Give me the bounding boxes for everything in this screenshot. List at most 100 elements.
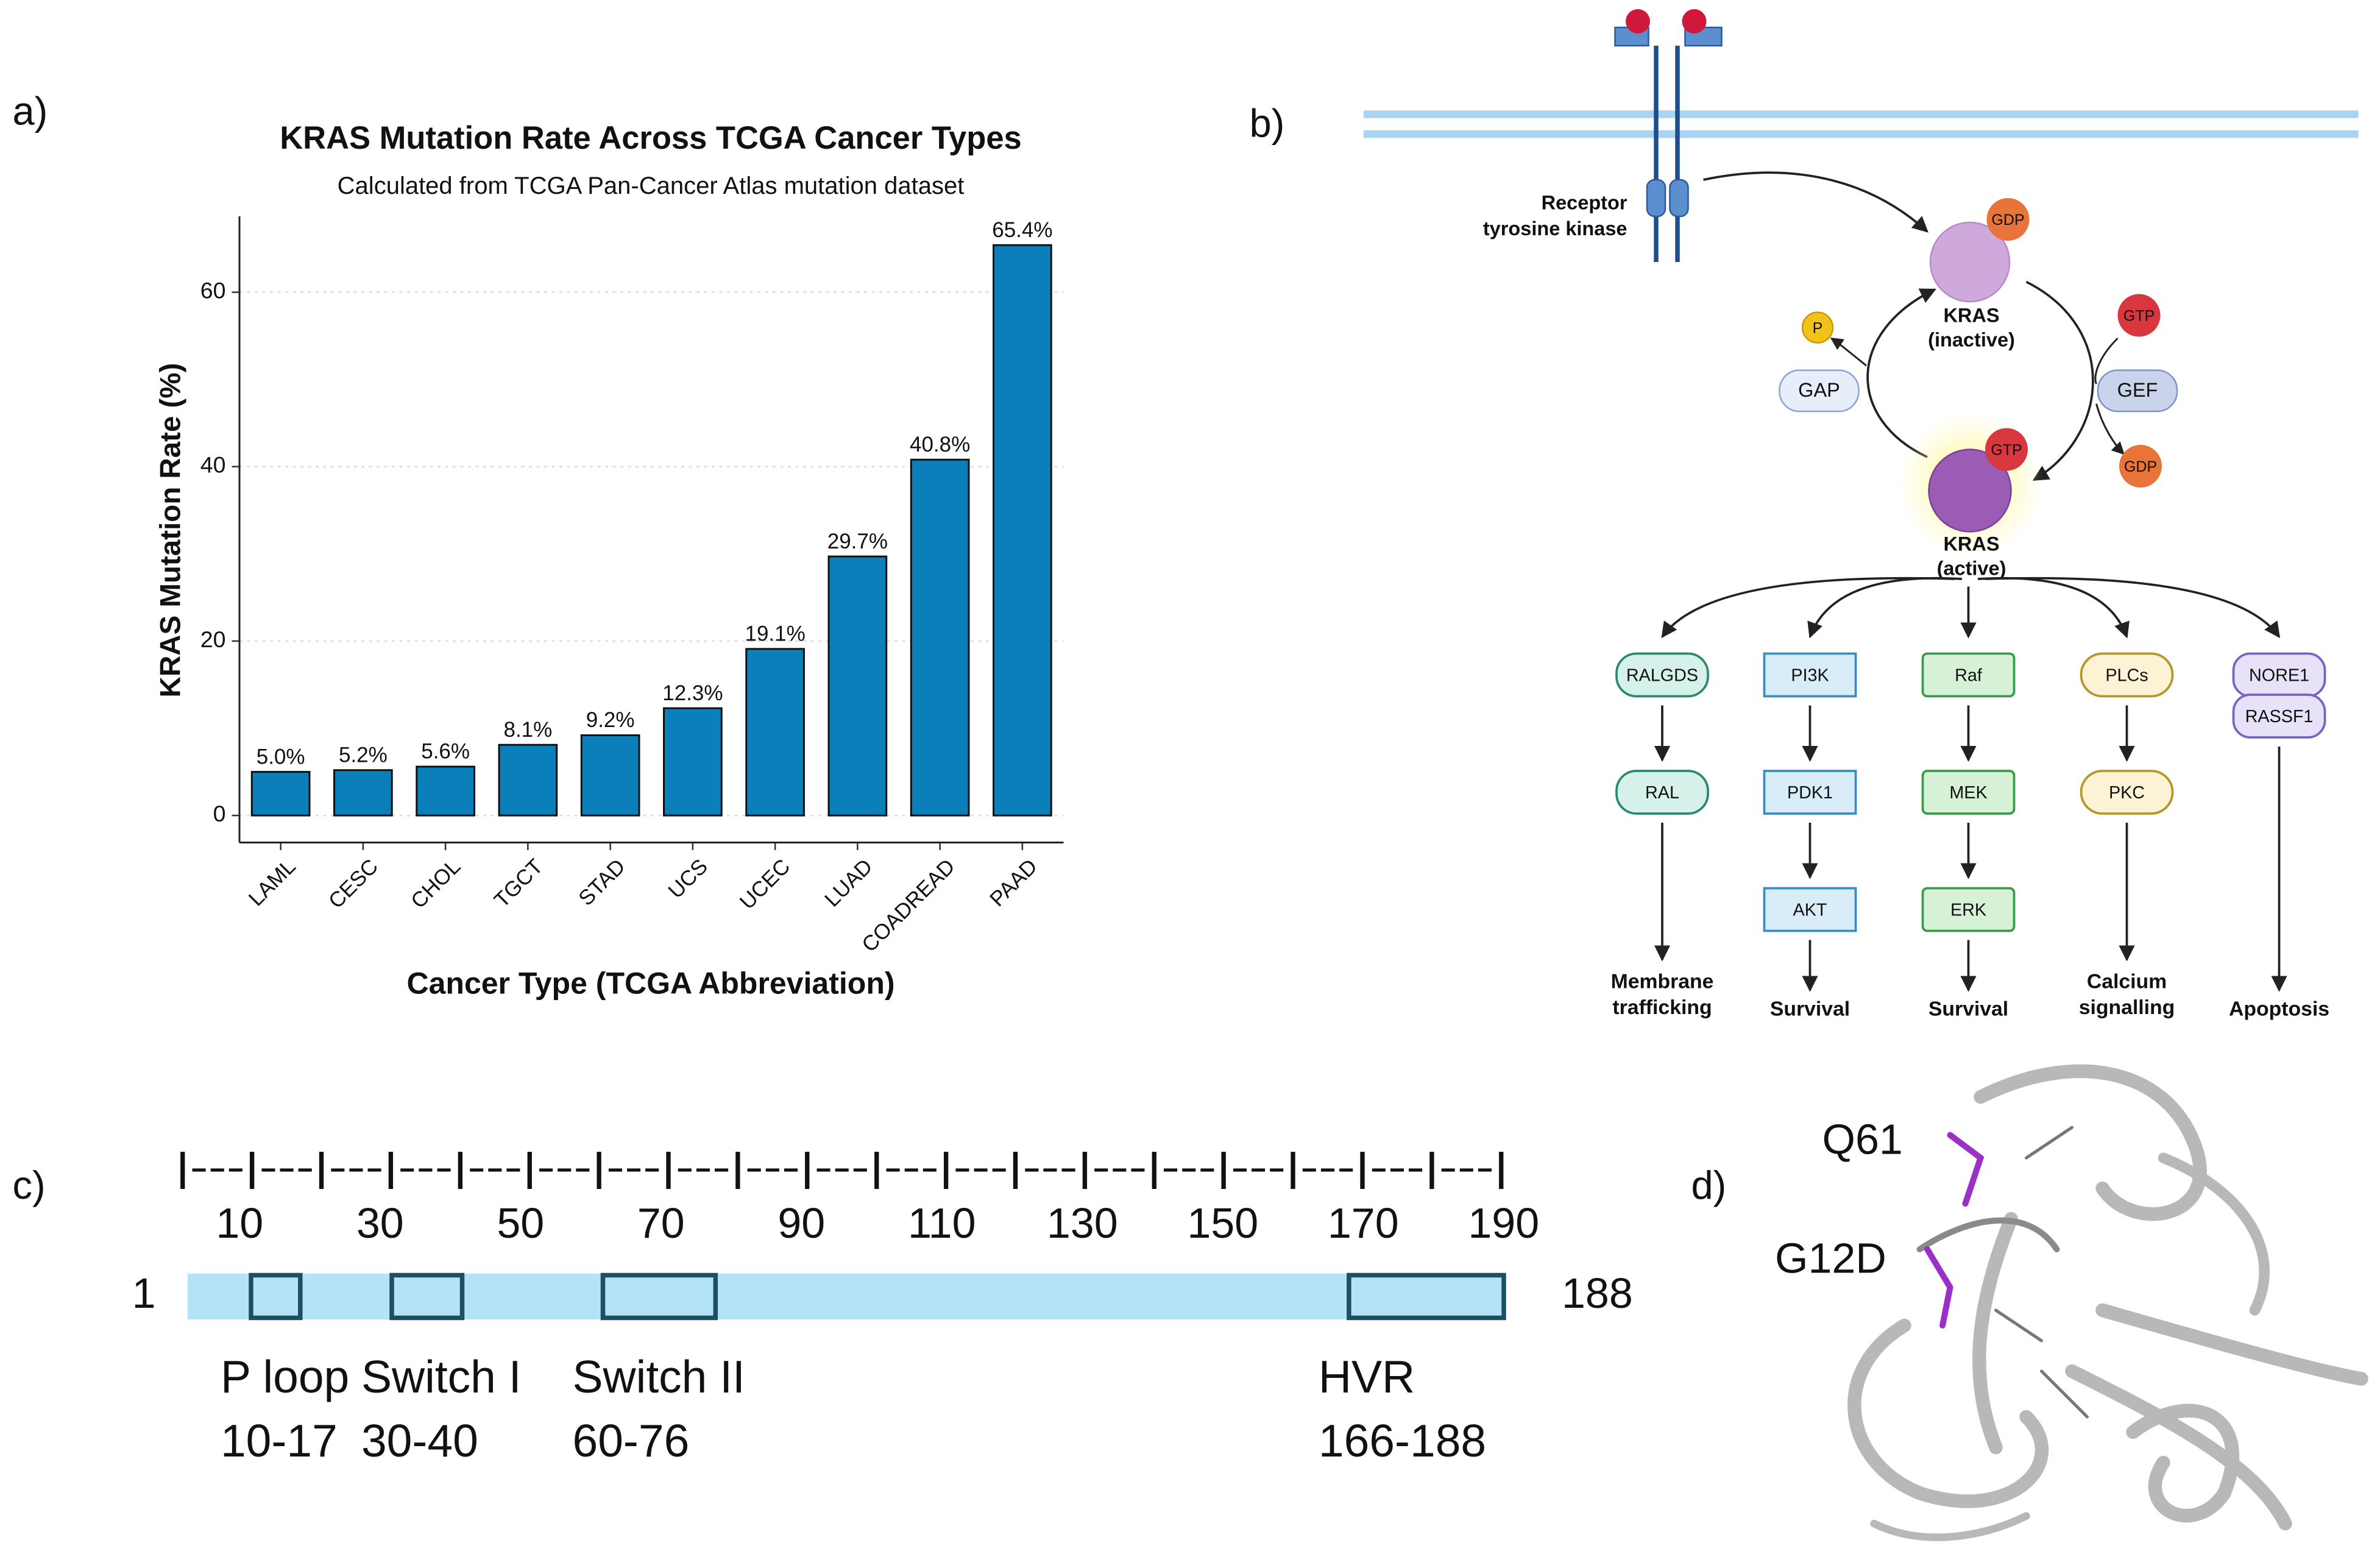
label: GAP xyxy=(1798,379,1840,401)
node-label: ERK xyxy=(1950,901,1986,920)
chart-title: KRAS Mutation Rate Across TCGA Cancer Ty… xyxy=(280,120,1021,156)
node-label: MEK xyxy=(1949,783,1987,803)
badge xyxy=(1986,198,2030,241)
residue-label: G12D xyxy=(1775,1234,1886,1282)
panel-label: b) xyxy=(1250,101,1285,146)
domain-box xyxy=(249,1272,303,1321)
protein-structure xyxy=(1847,1064,2368,1541)
value-label: 29.7% xyxy=(827,530,888,553)
bar xyxy=(498,743,558,817)
x-tick-label: STAD xyxy=(574,854,630,910)
arrow xyxy=(1830,337,1867,367)
scale-label: 170 xyxy=(1328,1199,1399,1247)
residue-label: Q61 xyxy=(1822,1115,1903,1163)
arrow xyxy=(1985,577,2281,639)
domain-name: P loop xyxy=(221,1351,349,1402)
label: GTP xyxy=(1991,442,2022,459)
arrow xyxy=(2025,280,2094,481)
value-label: 12.3% xyxy=(662,681,723,705)
y-axis-label: KRAS Mutation Rate (%) xyxy=(155,363,187,698)
arrow xyxy=(2094,337,2119,385)
membrane xyxy=(1364,110,2359,138)
panel-label: d) xyxy=(1691,1163,1727,1207)
label: GDP xyxy=(1991,211,2024,229)
x-tick-label: UCS xyxy=(664,854,712,903)
receptor-icon xyxy=(1614,9,1723,262)
x-tick-label: PAAD xyxy=(985,854,1042,911)
label: KRAS xyxy=(1943,305,1999,327)
panel-label: c) xyxy=(13,1163,46,1207)
domain-box xyxy=(1347,1272,1506,1321)
x-axis-label: Cancer Type (TCGA Abbreviation) xyxy=(406,967,894,1001)
outcome-label: Membrane xyxy=(1611,970,1714,993)
domain-range: 10-17 xyxy=(221,1415,338,1466)
node-label: PKC xyxy=(2109,783,2145,803)
bar xyxy=(993,244,1052,817)
value-label: 8.1% xyxy=(503,718,552,742)
node-label: RASSF1 xyxy=(2245,707,2314,726)
domain-name: HVR xyxy=(1319,1351,1415,1402)
node xyxy=(1763,770,1857,815)
node-label: PDK1 xyxy=(1787,783,1833,803)
scale-label: 190 xyxy=(1468,1199,1539,1247)
label: GTP xyxy=(2123,308,2155,325)
label: GEF xyxy=(2117,379,2158,401)
badge xyxy=(1985,428,2028,471)
node-label: PI3K xyxy=(1791,666,1829,686)
node xyxy=(1615,652,1709,698)
node xyxy=(1615,770,1709,815)
chart-subtitle: Calculated from TCGA Pan-Cancer Atlas mu… xyxy=(338,172,965,199)
y-tick-label: 60 xyxy=(200,277,226,303)
node xyxy=(1921,887,2016,932)
value-label: 5.2% xyxy=(339,743,388,767)
badge xyxy=(1801,311,1834,344)
bar xyxy=(580,734,640,817)
arrow xyxy=(1661,577,1955,639)
outcome-label: trafficking xyxy=(1612,996,1712,1019)
bar xyxy=(333,769,393,817)
x-tick-label: CESC xyxy=(324,854,383,913)
arrow xyxy=(1807,577,1962,639)
node xyxy=(2080,770,2174,815)
x-tick-label: TGCT xyxy=(490,854,548,912)
value-label: 40.8% xyxy=(910,433,970,456)
bar xyxy=(663,707,723,817)
x-tick-label: CHOL xyxy=(406,854,465,913)
value-label: 65.4% xyxy=(992,218,1052,242)
scale-label: 90 xyxy=(777,1199,825,1247)
domain-range: 60-76 xyxy=(572,1415,689,1466)
value-label: 5.0% xyxy=(257,745,305,768)
arrow xyxy=(2095,403,2125,455)
bar xyxy=(827,555,888,817)
sequence-end: 188 xyxy=(1562,1269,1633,1317)
pill xyxy=(2097,369,2178,413)
domain-range: 166-188 xyxy=(1319,1415,1486,1466)
outcome-label: Survival xyxy=(1770,997,1850,1020)
scale-label: 10 xyxy=(216,1199,263,1247)
arrow xyxy=(1866,288,1936,458)
domain-box xyxy=(600,1272,718,1321)
ruler: |---|---|---|---|---|---|---|---|---|---… xyxy=(175,1144,1509,1189)
node-label: RAL xyxy=(1645,783,1679,803)
bar xyxy=(416,765,475,817)
bar-chart: 0 20 40 60 LAML 5.0% CESC 5.2% CHOL 5.6% TGCT 8.1% S… xyxy=(200,216,1064,957)
outcome-label: Apoptosis xyxy=(2229,997,2329,1020)
domain-map: |---|---|---|---|---|---|---|---|---|---… xyxy=(132,1144,1633,1466)
node xyxy=(1763,887,1857,932)
scale-label: 50 xyxy=(497,1199,544,1247)
domain-range: 30-40 xyxy=(361,1415,478,1466)
node-label: RALGDS xyxy=(1626,666,1698,686)
bar xyxy=(250,771,311,817)
scale-label: 70 xyxy=(637,1199,685,1247)
sequence-start: 1 xyxy=(132,1269,156,1317)
badge xyxy=(2117,294,2161,337)
domain-box xyxy=(389,1272,465,1321)
kras-inactive-icon xyxy=(1929,221,2011,303)
label: GDP xyxy=(2124,458,2157,475)
y-tick-label: 0 xyxy=(213,801,226,826)
outcome-label: signalling xyxy=(2079,996,2175,1019)
node xyxy=(1921,770,2016,815)
